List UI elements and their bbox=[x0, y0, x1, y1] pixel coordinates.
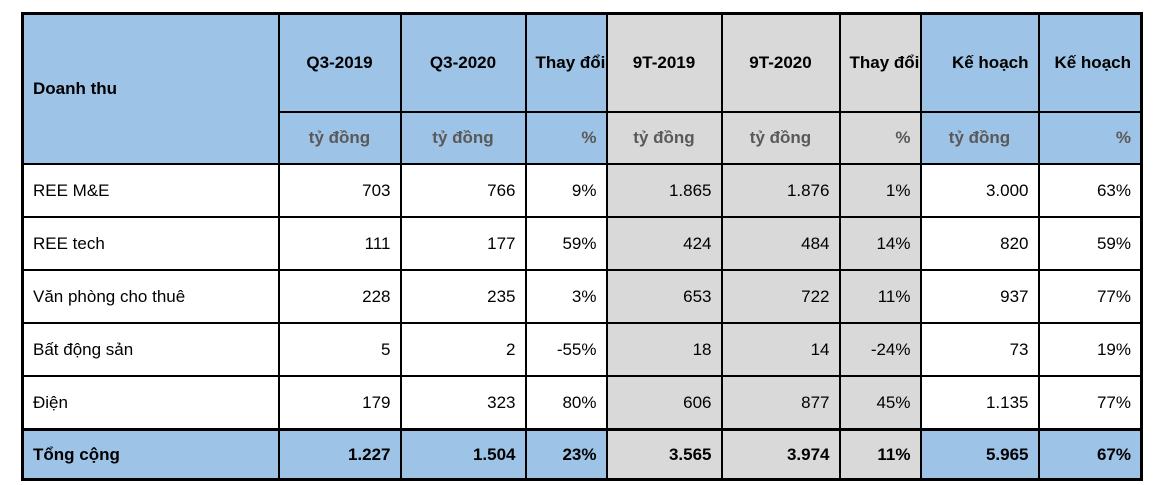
value-cell: 9% bbox=[524, 163, 608, 218]
col-header-q3-2019: Q3-2019 bbox=[277, 12, 402, 113]
header-row-units: tỷ đồng tỷ đồng % tỷ đồng tỷ đồng % tỷ đ… bbox=[23, 111, 1143, 165]
value-cell: 80% bbox=[524, 375, 608, 431]
value-cell: 722 bbox=[720, 269, 841, 324]
value-cell: 2 bbox=[399, 322, 527, 377]
total-value-cell: 5.965 bbox=[919, 428, 1040, 481]
col-header-ke-hoach-pct: Kế hoạch bbox=[1037, 12, 1143, 113]
value-cell: 235 bbox=[399, 269, 527, 324]
total-value-cell: 3.974 bbox=[720, 428, 841, 481]
value-cell: -24% bbox=[838, 322, 922, 377]
total-value-cell: 1.504 bbox=[399, 428, 527, 481]
value-cell: 228 bbox=[277, 269, 402, 324]
unit-cell: % bbox=[524, 111, 608, 165]
row-label: Điện bbox=[21, 375, 280, 431]
value-cell: 59% bbox=[524, 216, 608, 271]
col-header-9t-2020: 9T-2020 bbox=[720, 12, 841, 113]
total-value-cell: 11% bbox=[838, 428, 922, 481]
table-row-total: Tổng cộng 1.227 1.504 23% 3.565 3.974 11… bbox=[21, 428, 1143, 481]
value-cell: 14% bbox=[838, 216, 922, 271]
total-value-cell: 23% bbox=[524, 428, 608, 481]
value-cell: 177 bbox=[399, 216, 527, 271]
value-cell: 1.135 bbox=[919, 375, 1040, 431]
value-cell: 19% bbox=[1037, 322, 1143, 377]
value-cell: 3.000 bbox=[919, 163, 1040, 218]
value-cell: 653 bbox=[605, 269, 723, 324]
unit-cell: tỷ đồng bbox=[605, 111, 723, 165]
row-label: REE M&E bbox=[21, 163, 280, 218]
total-value-cell: 1.227 bbox=[277, 428, 402, 481]
col-header-q3-2020: Q3-2020 bbox=[399, 12, 527, 113]
value-cell: 73 bbox=[919, 322, 1040, 377]
value-cell: 606 bbox=[605, 375, 723, 431]
value-cell: 766 bbox=[399, 163, 527, 218]
value-cell: 45% bbox=[838, 375, 922, 431]
table-row-bat-dong-san: Bất động sản 5 2 -55% 18 14 -24% 73 19% bbox=[21, 322, 1143, 377]
value-cell: 937 bbox=[919, 269, 1040, 324]
total-value-cell: 3.565 bbox=[605, 428, 723, 481]
value-cell: 1.865 bbox=[605, 163, 723, 218]
revenue-table: Doanh thu Q3-2019 Q3-2020 Thay đổi 9T-20… bbox=[21, 12, 1143, 481]
unit-cell: % bbox=[1037, 111, 1143, 165]
value-cell: 3% bbox=[524, 269, 608, 324]
value-cell: 18 bbox=[605, 322, 723, 377]
table-row-ree-me: REE M&E 703 766 9% 1.865 1.876 1% 3.000 … bbox=[21, 163, 1143, 218]
unit-cell: % bbox=[838, 111, 922, 165]
value-cell: 63% bbox=[1037, 163, 1143, 218]
row-label: Văn phòng cho thuê bbox=[21, 269, 280, 324]
value-cell: 424 bbox=[605, 216, 723, 271]
value-cell: 877 bbox=[720, 375, 841, 431]
unit-cell: tỷ đồng bbox=[399, 111, 527, 165]
row-label: REE tech bbox=[21, 216, 280, 271]
value-cell: 14 bbox=[720, 322, 841, 377]
col-header-thay-doi-9t: Thay đổi bbox=[838, 12, 922, 113]
value-cell: 179 bbox=[277, 375, 402, 431]
value-cell: 323 bbox=[399, 375, 527, 431]
value-cell: 5 bbox=[277, 322, 402, 377]
value-cell: -55% bbox=[524, 322, 608, 377]
total-value-cell: 67% bbox=[1037, 428, 1143, 481]
value-cell: 59% bbox=[1037, 216, 1143, 271]
value-cell: 1% bbox=[838, 163, 922, 218]
unit-cell: tỷ đồng bbox=[277, 111, 402, 165]
col-header-thay-doi-q3: Thay đổi bbox=[524, 12, 608, 113]
value-cell: 11% bbox=[838, 269, 922, 324]
row-label: Bất động sản bbox=[21, 322, 280, 377]
value-cell: 111 bbox=[277, 216, 402, 271]
value-cell: 484 bbox=[720, 216, 841, 271]
col-header-9t-2019: 9T-2019 bbox=[605, 12, 723, 113]
header-row-labels: Doanh thu Q3-2019 Q3-2020 Thay đổi 9T-20… bbox=[21, 12, 1143, 165]
value-cell: 703 bbox=[277, 163, 402, 218]
total-label: Tổng cộng bbox=[21, 428, 280, 481]
unit-cell: tỷ đồng bbox=[919, 111, 1040, 165]
value-cell: 77% bbox=[1037, 269, 1143, 324]
corner-header-doanh-thu: Doanh thu bbox=[21, 12, 280, 165]
table-row-ree-tech: REE tech 111 177 59% 424 484 14% 820 59% bbox=[21, 216, 1143, 271]
value-cell: 1.876 bbox=[720, 163, 841, 218]
col-header-ke-hoach: Kế hoạch bbox=[919, 12, 1040, 113]
value-cell: 77% bbox=[1037, 375, 1143, 431]
unit-cell: tỷ đồng bbox=[720, 111, 841, 165]
table-row-van-phong: Văn phòng cho thuê 228 235 3% 653 722 11… bbox=[21, 269, 1143, 324]
table-row-dien: Điện 179 323 80% 606 877 45% 1.135 77% bbox=[21, 375, 1143, 431]
value-cell: 820 bbox=[919, 216, 1040, 271]
